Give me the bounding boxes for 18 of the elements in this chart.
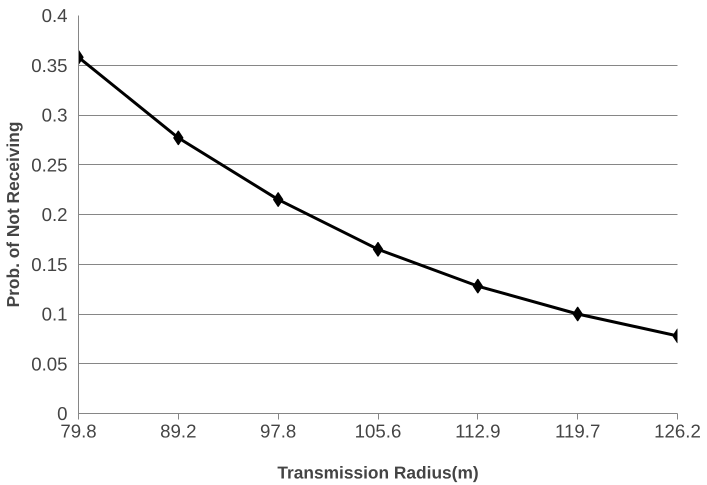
y-axis-title: Prob. of Not Receiving xyxy=(3,122,24,308)
x-tick-label: 97.8 xyxy=(260,420,296,442)
point xyxy=(572,306,583,322)
y-tick-label: 0.2 xyxy=(42,204,68,225)
y-tick-label: 0.15 xyxy=(31,254,68,275)
x-tick-label: 105.6 xyxy=(354,420,402,442)
y-tick-label: 0.05 xyxy=(31,353,68,374)
x-tick-label: 89.2 xyxy=(160,420,196,442)
x-tick-label: 119.7 xyxy=(555,420,600,442)
y-tick-label: 0.35 xyxy=(31,54,68,76)
y-tick-label: 0.4 xyxy=(42,5,68,26)
x-tick-label: 126.2 xyxy=(654,420,701,442)
y-tick-label: 0.25 xyxy=(31,154,68,176)
x-tick-label: 112.9 xyxy=(455,420,500,442)
y-tick-label: 0.1 xyxy=(42,304,68,324)
point xyxy=(372,242,384,257)
x-axis-title: Transmission Radius(m) xyxy=(277,462,479,482)
y-tick-label: 0.3 xyxy=(42,104,68,126)
